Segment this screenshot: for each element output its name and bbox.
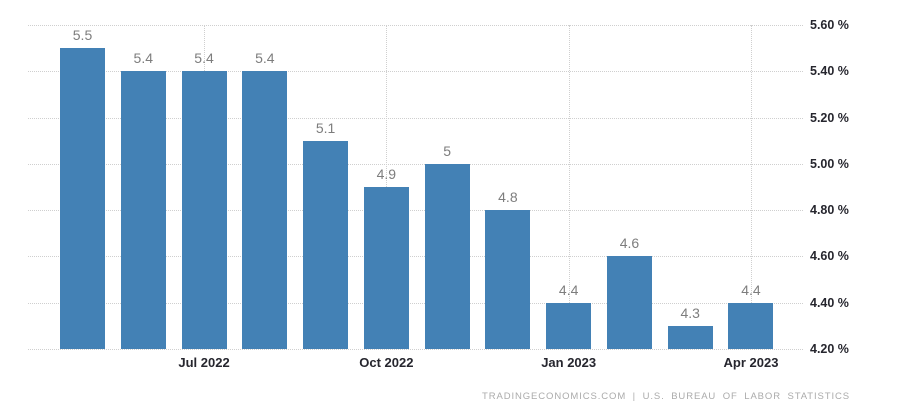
bar-value-label: 4.8 [498,189,518,206]
bar-value-label: 5.4 [133,50,153,67]
x-axis-label: Apr 2023 [723,355,779,370]
bar-value-label: 4.4 [741,281,761,298]
y-axis-label: 5.60 % [810,18,849,32]
bar-value-label: 5 [443,142,451,159]
bar[interactable] [546,302,592,349]
y-axis-label: 5.40 % [810,64,849,79]
y-axis-label: 5.20 % [810,110,849,125]
gridline-x [568,25,570,349]
bar-value-label: 5.1 [315,119,336,136]
bar[interactable] [303,140,349,349]
y-axis-label: 4.40 % [810,295,849,310]
bar[interactable] [120,71,166,349]
chart-attribution: TRADINGECONOMICS.COM | U.S. BUREAU OF LA… [482,391,850,402]
y-axis-label: 4.80 % [810,203,849,218]
bar-value-label: 5.4 [194,50,214,67]
bar[interactable] [242,71,288,349]
gridline-y [28,117,803,119]
x-axis-label: Jan 2023 [541,355,597,370]
bar[interactable] [667,325,713,349]
bar-value-label: 4.9 [376,166,397,182]
gridline-y [28,163,803,165]
gridline-y [28,302,803,304]
bar-value-label: 5.5 [72,27,93,44]
bar[interactable] [60,48,105,349]
bar[interactable] [606,256,652,349]
bar[interactable] [181,71,227,349]
y-axis-label: 5.00 % [810,156,849,171]
bar-value-label: 4.6 [619,235,640,252]
gridline-y [28,25,803,26]
gridline-y [28,349,803,350]
bar[interactable] [728,302,774,349]
y-axis-label: 4.20 % [810,342,849,356]
x-axis-label: Jul 2022 [178,355,230,370]
y-axis-label: 4.60 % [810,249,849,264]
gridline-y [28,210,803,212]
bar[interactable] [485,210,531,349]
bar-value-label: 5.4 [255,50,275,67]
gridline-x [750,25,752,349]
bar-value-label: 4.4 [558,281,579,298]
x-axis-label: Oct 2022 [359,355,414,370]
bar[interactable] [424,163,470,349]
gridline-y [28,71,803,73]
gridline-y [28,256,803,258]
bar[interactable] [363,187,409,349]
bar-value-label: 4.3 [680,304,700,321]
